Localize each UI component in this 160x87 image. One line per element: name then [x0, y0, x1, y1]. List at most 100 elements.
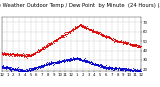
Point	[118, 69, 121, 70]
Point	[98, 32, 100, 33]
Point	[104, 35, 106, 37]
Point	[77, 59, 80, 60]
Point	[82, 26, 84, 27]
Point	[30, 68, 33, 69]
Point	[37, 50, 39, 51]
Point	[21, 70, 23, 71]
Point	[51, 62, 53, 63]
Point	[86, 27, 89, 28]
Point	[103, 35, 105, 36]
Point	[23, 56, 26, 57]
Point	[27, 54, 29, 55]
Point	[105, 65, 107, 66]
Point	[86, 27, 88, 29]
Point	[38, 65, 40, 66]
Point	[2, 67, 5, 69]
Point	[139, 46, 141, 47]
Point	[111, 68, 114, 69]
Point	[70, 30, 72, 31]
Point	[19, 69, 22, 71]
Point	[19, 54, 21, 56]
Point	[98, 32, 100, 33]
Point	[100, 33, 103, 35]
Point	[49, 63, 52, 64]
Point	[22, 71, 25, 72]
Point	[105, 35, 108, 37]
Point	[113, 68, 116, 70]
Point	[18, 54, 21, 55]
Point	[36, 67, 39, 68]
Point	[105, 67, 108, 68]
Point	[24, 70, 26, 71]
Point	[13, 55, 16, 56]
Point	[25, 54, 28, 55]
Point	[48, 62, 50, 64]
Point	[22, 70, 24, 72]
Point	[63, 36, 65, 38]
Point	[30, 68, 32, 70]
Point	[42, 46, 45, 47]
Point	[51, 42, 53, 44]
Point	[118, 41, 121, 42]
Point	[34, 68, 36, 69]
Point	[49, 42, 51, 44]
Point	[17, 67, 20, 68]
Point	[54, 39, 56, 41]
Point	[50, 63, 52, 64]
Point	[107, 66, 110, 67]
Point	[58, 37, 61, 39]
Point	[90, 61, 93, 63]
Point	[107, 36, 109, 37]
Point	[11, 67, 13, 68]
Point	[89, 63, 92, 64]
Point	[80, 25, 83, 27]
Point	[115, 68, 117, 70]
Point	[89, 29, 92, 31]
Point	[134, 68, 137, 69]
Point	[34, 53, 36, 54]
Point	[94, 63, 96, 64]
Point	[4, 67, 7, 68]
Point	[37, 67, 39, 68]
Point	[32, 68, 34, 69]
Point	[86, 59, 88, 61]
Point	[35, 68, 37, 69]
Point	[71, 30, 73, 31]
Point	[106, 37, 109, 38]
Point	[101, 64, 103, 66]
Point	[65, 32, 68, 33]
Point	[98, 32, 101, 33]
Point	[27, 55, 30, 56]
Point	[80, 58, 82, 60]
Point	[103, 35, 106, 37]
Point	[61, 60, 64, 61]
Point	[46, 43, 49, 45]
Point	[133, 43, 136, 45]
Point	[131, 70, 134, 71]
Point	[47, 64, 50, 65]
Point	[58, 62, 61, 64]
Point	[93, 63, 96, 65]
Point	[48, 44, 50, 45]
Point	[70, 58, 72, 60]
Point	[103, 67, 106, 68]
Point	[34, 51, 37, 53]
Point	[128, 44, 131, 45]
Point	[19, 55, 21, 56]
Point	[19, 55, 22, 56]
Point	[38, 50, 41, 52]
Point	[68, 30, 70, 32]
Point	[96, 64, 99, 66]
Point	[3, 53, 6, 55]
Point	[82, 60, 84, 62]
Point	[87, 61, 89, 63]
Point	[29, 54, 32, 56]
Point	[64, 59, 67, 60]
Point	[62, 60, 64, 62]
Point	[87, 61, 89, 62]
Point	[36, 51, 39, 52]
Point	[99, 33, 102, 35]
Point	[28, 55, 31, 56]
Point	[82, 27, 84, 28]
Point	[15, 70, 18, 71]
